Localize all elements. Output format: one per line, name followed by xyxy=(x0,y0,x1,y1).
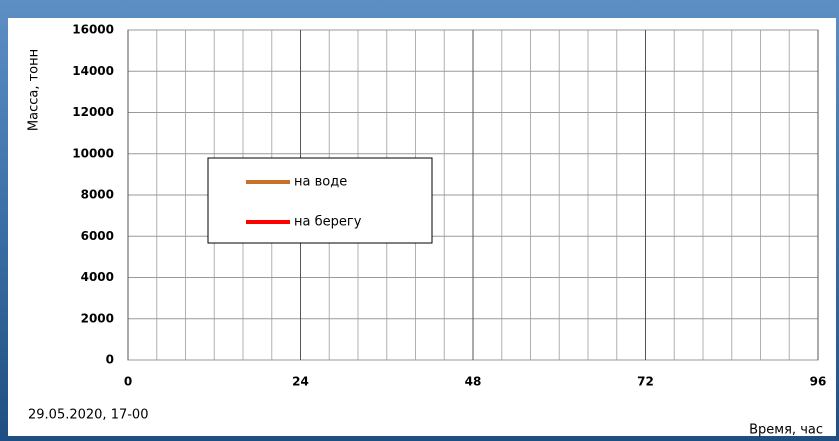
y-tick-label: 2000 xyxy=(81,311,114,325)
y-tick-label: 8000 xyxy=(81,188,114,202)
x-axis-label: Время, час xyxy=(749,423,823,438)
legend-label: на берегу xyxy=(294,215,362,230)
x-tick-label: 24 xyxy=(292,375,309,389)
y-tick-label: 6000 xyxy=(81,229,114,243)
legend-box xyxy=(208,158,432,243)
legend-label: на воде xyxy=(294,175,347,190)
x-tick-label: 96 xyxy=(810,375,827,389)
note: 29.05.2020, 17-00 xyxy=(28,408,148,423)
y-axis-label: Масса, тонн xyxy=(27,49,42,131)
x-tick-label: 48 xyxy=(465,375,482,389)
y-tick-label: 14000 xyxy=(72,64,114,78)
chart: Масса, тонн Время, час 29.05.2020, 17-00… xyxy=(0,0,839,441)
y-tick-label: 10000 xyxy=(72,146,114,160)
x-tick-label: 0 xyxy=(124,375,132,389)
x-tick-label: 72 xyxy=(637,375,654,389)
y-tick-label: 12000 xyxy=(72,105,114,119)
y-tick-label: 4000 xyxy=(81,270,114,284)
y-tick-label: 16000 xyxy=(72,23,114,37)
y-tick-label: 0 xyxy=(106,353,114,367)
